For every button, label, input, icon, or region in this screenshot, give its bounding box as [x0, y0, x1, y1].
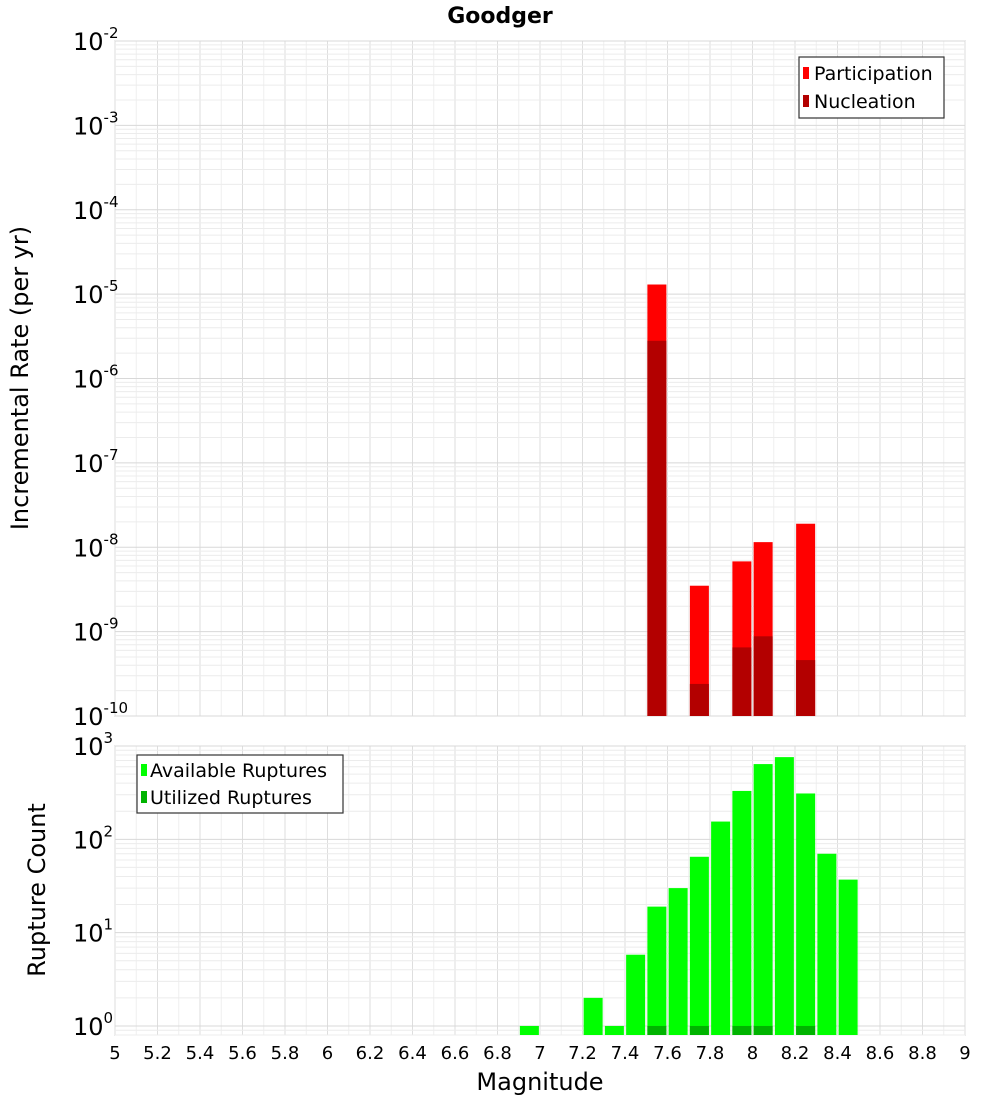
- x-tick-labels: 5 5.2 5.4 5.6 5.8 6 6.2 6.4 6.6 6.8 7 7.2 7.4 7.6 7.8 8…: [109, 1043, 970, 1064]
- y-tick-label: 100: [73, 1009, 113, 1041]
- legend-label-available: Available Ruptures: [150, 760, 327, 782]
- bar-available-ruptures: [711, 821, 731, 1035]
- y-tick-label: 103: [73, 729, 113, 761]
- bar-available-ruptures: [753, 764, 773, 1035]
- bar-utilized-ruptures: [732, 1025, 752, 1035]
- x-tick-label: 6.8: [483, 1043, 512, 1064]
- bar-nucleation: [732, 647, 752, 716]
- chart-title: Goodger: [447, 4, 553, 29]
- x-tick-label: 8.2: [781, 1043, 810, 1064]
- bar-available-ruptures: [626, 954, 646, 1035]
- y-tick-label: 101: [73, 916, 113, 948]
- bar-nucleation: [753, 636, 773, 716]
- bar-nucleation: [796, 660, 816, 716]
- bottom-legend: Available Ruptures Utilized Ruptures: [136, 754, 344, 814]
- x-tick-label: 6.2: [356, 1043, 385, 1064]
- legend-swatch-participation: [803, 67, 809, 79]
- bar-participation: [689, 585, 709, 716]
- y-tick-label: 10-2: [73, 24, 119, 56]
- x-tick-label: 8: [747, 1043, 758, 1064]
- bottom-bars: [519, 757, 858, 1035]
- bar-utilized-ruptures: [796, 1025, 816, 1035]
- bottom-y-axis-label: Rupture Count: [23, 803, 51, 977]
- top-plot: 10-10 10-9 10-8 10-7 10-6 10-5 10-4 10-3 10-2 In…: [6, 24, 966, 731]
- x-tick-label: 7.2: [568, 1043, 597, 1064]
- x-axis-label: Magnitude: [476, 1068, 603, 1096]
- bar-nucleation: [689, 683, 709, 716]
- x-tick-label: 5.4: [186, 1043, 215, 1064]
- bar-available-ruptures: [838, 879, 858, 1035]
- bar-nucleation: [647, 340, 667, 716]
- x-tick-label: 5.6: [228, 1043, 257, 1064]
- bar-available-ruptures: [519, 1025, 539, 1035]
- y-tick-label: 10-7: [73, 446, 119, 478]
- bar-utilized-ruptures: [753, 1025, 773, 1035]
- bar-available-ruptures: [732, 790, 752, 1035]
- y-tick-label: 102: [73, 822, 113, 854]
- legend-label-participation: Participation: [814, 63, 933, 85]
- x-tick-label: 5.2: [143, 1043, 172, 1064]
- bar-available-ruptures: [647, 906, 667, 1035]
- top-legend-box: [798, 56, 945, 119]
- bar-available-ruptures: [817, 853, 837, 1035]
- x-tick-label: 7: [534, 1043, 545, 1064]
- bar-available-ruptures: [604, 1025, 624, 1035]
- x-tick-label: 5.8: [271, 1043, 300, 1064]
- top-y-tick-labels: 10-10 10-9 10-8 10-7 10-6 10-5 10-4 10-3 10-2: [73, 24, 128, 731]
- legend-swatch-nucleation: [803, 95, 809, 107]
- bottom-y-tick-labels: 100 101 102 103: [73, 729, 113, 1041]
- top-gridlines: [114, 40, 966, 717]
- y-tick-label: 10-5: [73, 277, 119, 309]
- x-tick-label: 9: [959, 1043, 970, 1064]
- bar-utilized-ruptures: [689, 1025, 709, 1035]
- x-tick-label: 7.8: [696, 1043, 725, 1064]
- legend-label-utilized: Utilized Ruptures: [150, 787, 312, 809]
- x-tick-label: 5: [109, 1043, 120, 1064]
- x-tick-label: 8.4: [823, 1043, 852, 1064]
- bar-utilized-ruptures: [647, 1025, 667, 1035]
- x-tick-label: 6.4: [398, 1043, 427, 1064]
- x-tick-label: 6.6: [441, 1043, 470, 1064]
- y-tick-label: 10-9: [73, 615, 119, 647]
- y-tick-label: 10-10: [73, 699, 128, 731]
- legend-swatch-available: [141, 764, 147, 776]
- x-tick-label: 7.6: [653, 1043, 682, 1064]
- top-legend: Participation Nucleation: [798, 56, 945, 119]
- bar-available-ruptures: [796, 793, 816, 1035]
- bar-available-ruptures: [774, 757, 794, 1035]
- bar-available-ruptures: [583, 997, 603, 1035]
- legend-swatch-utilized: [141, 791, 147, 803]
- y-tick-label: 10-4: [73, 193, 119, 225]
- top-y-axis-label: Incremental Rate (per yr): [6, 226, 34, 530]
- y-tick-label: 10-8: [73, 530, 119, 562]
- y-tick-label: 10-3: [73, 108, 119, 140]
- bottom-plot: 100 101 102 103 5 5.2 5.4 5.6 5.8 6 6.2 6.4 6.6 6.8 7…: [23, 729, 971, 1096]
- x-tick-label: 7.4: [611, 1043, 640, 1064]
- top-bars: [647, 284, 816, 716]
- bottom-legend-box: [136, 754, 344, 814]
- bar-available-ruptures: [689, 856, 709, 1035]
- legend-label-nucleation: Nucleation: [814, 91, 916, 113]
- x-tick-label: 8.8: [908, 1043, 937, 1064]
- x-tick-label: 6: [322, 1043, 333, 1064]
- y-tick-label: 10-6: [73, 362, 119, 394]
- bar-available-ruptures: [668, 888, 688, 1035]
- x-tick-label: 8.6: [866, 1043, 895, 1064]
